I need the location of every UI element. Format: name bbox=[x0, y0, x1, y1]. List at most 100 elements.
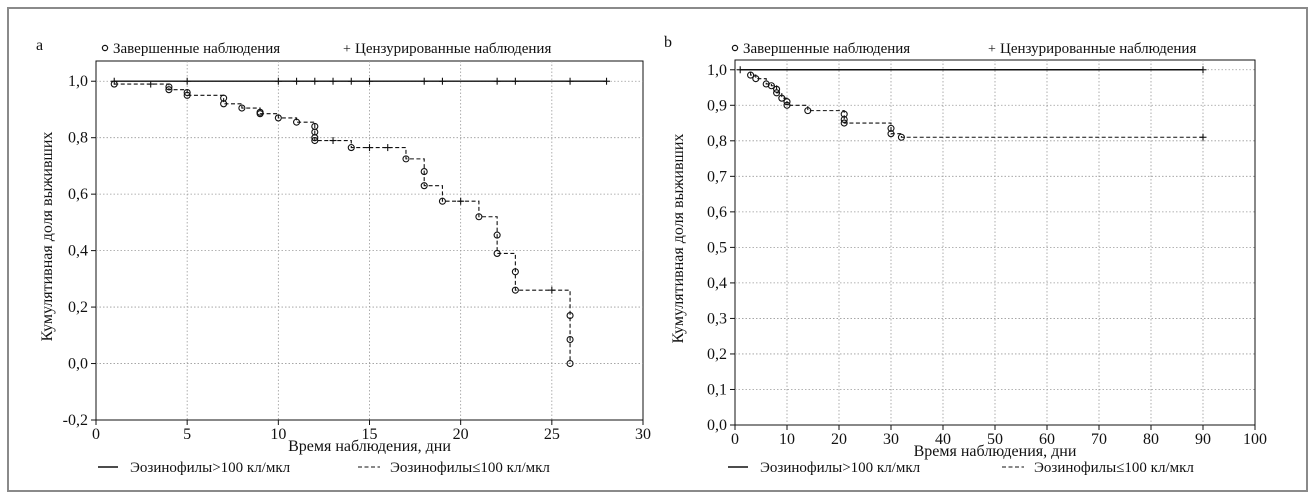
panel-a-legend-censored-marker: + bbox=[343, 42, 351, 57]
panel-a-series-1-censored-point bbox=[329, 77, 337, 85]
panel-a-series-2-completed-point bbox=[493, 249, 501, 257]
panel-b-series-2-censored-point bbox=[1199, 133, 1207, 141]
panel-b-series-2-step-line bbox=[740, 69, 1203, 138]
panel-b-x-tick-label: 60 bbox=[1039, 431, 1055, 448]
panel-a-series-2-completed-point bbox=[566, 335, 574, 344]
panel-b-x-tick-label: 40 bbox=[935, 431, 951, 448]
panel-b-legend-series-1-label: Эозинофилы>100 кл/мкл bbox=[760, 460, 921, 476]
panel-a-legend-completed-label: Завершенные наблюдения bbox=[113, 41, 280, 57]
panel-b-y-tick-label: 0,8 bbox=[707, 133, 727, 150]
panel-a-series-1-censored-point bbox=[511, 77, 519, 85]
panel-b-y-tick-label: 0,5 bbox=[707, 239, 727, 256]
panel-b-legend-series-2-label: Эозинофилы≤100 кл/мкл bbox=[1034, 460, 1194, 476]
panel-b-x-tick-label: 80 bbox=[1143, 431, 1159, 448]
panel-a-series-1-censored-point bbox=[311, 77, 319, 85]
panel-a-series-2-completed-point bbox=[293, 118, 301, 126]
panel-b-x-axis-label: Время наблюдения, дни bbox=[914, 443, 1077, 460]
panel-a-y-tick-label: 0,4 bbox=[68, 243, 88, 260]
panel-a-series-2-completed-point bbox=[566, 359, 574, 368]
panel-a-x-tick-label: 20 bbox=[453, 426, 469, 443]
panel-b-series-2-completed-point bbox=[897, 133, 905, 141]
panel-b-series-2-completed-point bbox=[752, 75, 760, 83]
panel-b-y-tick-label: 0,7 bbox=[707, 168, 727, 185]
panel-a-x-tick-label: 25 bbox=[544, 426, 560, 443]
panel-a-legend-censored-label: Цензурированные наблюдения bbox=[355, 41, 551, 57]
panel-a-y-axis-label: Кумулятивная доля выживших bbox=[39, 132, 56, 342]
panel-a-series-1-censored-point bbox=[493, 77, 501, 85]
panel-a-y-tick-label: 0,2 bbox=[68, 299, 88, 316]
panel-a-series-2-completed-point bbox=[566, 311, 574, 320]
panel-a-series-1-censored-point bbox=[603, 77, 611, 85]
panel-a-series-2-step-line bbox=[114, 83, 571, 364]
panel-a-series-2-censored-point bbox=[457, 197, 465, 205]
panel-a-series-2-completed-point bbox=[420, 168, 428, 176]
panel-b-legend-completed-label: Завершенные наблюдения bbox=[743, 41, 910, 57]
panel-b-x-tick-label: 10 bbox=[779, 431, 795, 448]
panel-b-label: b bbox=[664, 34, 672, 51]
panel-b-y-tick-label: 0,1 bbox=[707, 381, 727, 398]
panel-a-series-2-completed-point bbox=[402, 155, 410, 163]
panel-a-series-2-censored-point bbox=[548, 286, 556, 294]
panel-b-legend-completed-marker bbox=[731, 44, 739, 52]
panel-b-legend-censored-label: Цензурированные наблюдения bbox=[1000, 41, 1196, 57]
panel-a-series-2-completed-point bbox=[311, 134, 319, 142]
panel-a-series-1-censored-point bbox=[566, 77, 574, 85]
panel-a-series-1-censored-point bbox=[183, 77, 191, 85]
panel-b-x-tick-label: 70 bbox=[1091, 431, 1107, 448]
panel-a-series-2-completed-point bbox=[420, 182, 428, 190]
panel-b-legend-censored-marker: + bbox=[988, 42, 996, 57]
panel-b-series-2-completed-point bbox=[778, 94, 786, 102]
panel-a-series-2-completed-point bbox=[256, 110, 264, 118]
panel-a-series-2-completed-point bbox=[183, 88, 191, 97]
panel-a-x-tick-label: 10 bbox=[270, 426, 286, 443]
panel-b-series-1-censored-point bbox=[1199, 66, 1207, 74]
panel-a-series-2-completed-point bbox=[238, 104, 246, 112]
panel-b-series-2-completed-point bbox=[840, 110, 848, 118]
panel-b-series-2-completed-point bbox=[840, 115, 848, 124]
panel-a-x-tick-label: 5 bbox=[183, 426, 191, 443]
panel-b-x-tick-label: 90 bbox=[1195, 431, 1211, 448]
panel-a-series-1-censored-point bbox=[420, 77, 428, 85]
panel-a-series-2-completed-point bbox=[110, 80, 118, 88]
panel-b-series-2-completed-point bbox=[840, 119, 848, 127]
panel-a-y-tick-label: 0,6 bbox=[68, 186, 88, 203]
panel-a-series-2-completed-point bbox=[511, 286, 519, 294]
panel-b-x-tick-label: 20 bbox=[831, 431, 847, 448]
panel-b-series-2-completed-point bbox=[773, 85, 781, 93]
panel-a-series-2-censored-point bbox=[147, 80, 155, 88]
panel-a-series-1-censored-point bbox=[293, 77, 301, 85]
panel-b-y-tick-label: 0,3 bbox=[707, 310, 727, 327]
panel-b-y-tick-label: 0,6 bbox=[707, 204, 727, 221]
panel-a-series-1-censored-point bbox=[347, 77, 355, 85]
panel-a-x-tick-label: 30 bbox=[635, 426, 651, 443]
panel-a-legend-series-2-label: Эозинофилы≤100 кл/мкл bbox=[390, 460, 550, 476]
panel-a-series-1-censored-point bbox=[274, 77, 282, 85]
panel-b-series-2-completed-point bbox=[887, 124, 895, 132]
panel-a-series-2-censored-point bbox=[384, 144, 392, 152]
panel-b-x-tick-label: 30 bbox=[883, 431, 899, 448]
panel-b-y-tick-label: 0,4 bbox=[707, 275, 727, 292]
panel-a-y-tick-label: -0,2 bbox=[63, 412, 88, 429]
panel-a-series-2-completed-point bbox=[493, 231, 501, 239]
panel-b-y-axis-label: Кумулятивная доля выживших bbox=[670, 134, 687, 344]
panel-a-x-axis-label: Время наблюдения, дни bbox=[288, 438, 451, 455]
panel-b-y-tick-label: 0,9 bbox=[707, 97, 727, 114]
panel-b-series-2-completed-point bbox=[773, 89, 781, 97]
panel-a-y-tick-label: 0,8 bbox=[68, 130, 88, 147]
panel-a-series-2-completed-point bbox=[311, 136, 319, 145]
panel-a-y-tick-label: 1,0 bbox=[68, 73, 88, 90]
panel-a-series-2-completed-point bbox=[183, 91, 191, 99]
panel-a-series-2-completed-point bbox=[347, 144, 355, 152]
panel-a-legend-series-1-label: Эозинофилы>100 кл/мкл bbox=[130, 460, 291, 476]
panel-a-series-2-completed-point bbox=[220, 100, 228, 108]
panel-a-y-tick-label: 0,0 bbox=[68, 356, 88, 373]
panel-b-series-2-completed-point bbox=[767, 82, 775, 90]
panel-a-series-1-censored-point bbox=[366, 77, 373, 85]
panel-b-y-tick-label: 0,0 bbox=[707, 417, 727, 434]
panel-a-series-2-completed-point bbox=[511, 268, 519, 276]
panel-b-series-2-completed-point bbox=[783, 101, 791, 109]
panel-a-series-1-censored-point bbox=[438, 77, 446, 85]
panel-a-series-2-completed-point bbox=[165, 83, 173, 91]
panel-b-x-tick-label: 100 bbox=[1243, 431, 1267, 448]
